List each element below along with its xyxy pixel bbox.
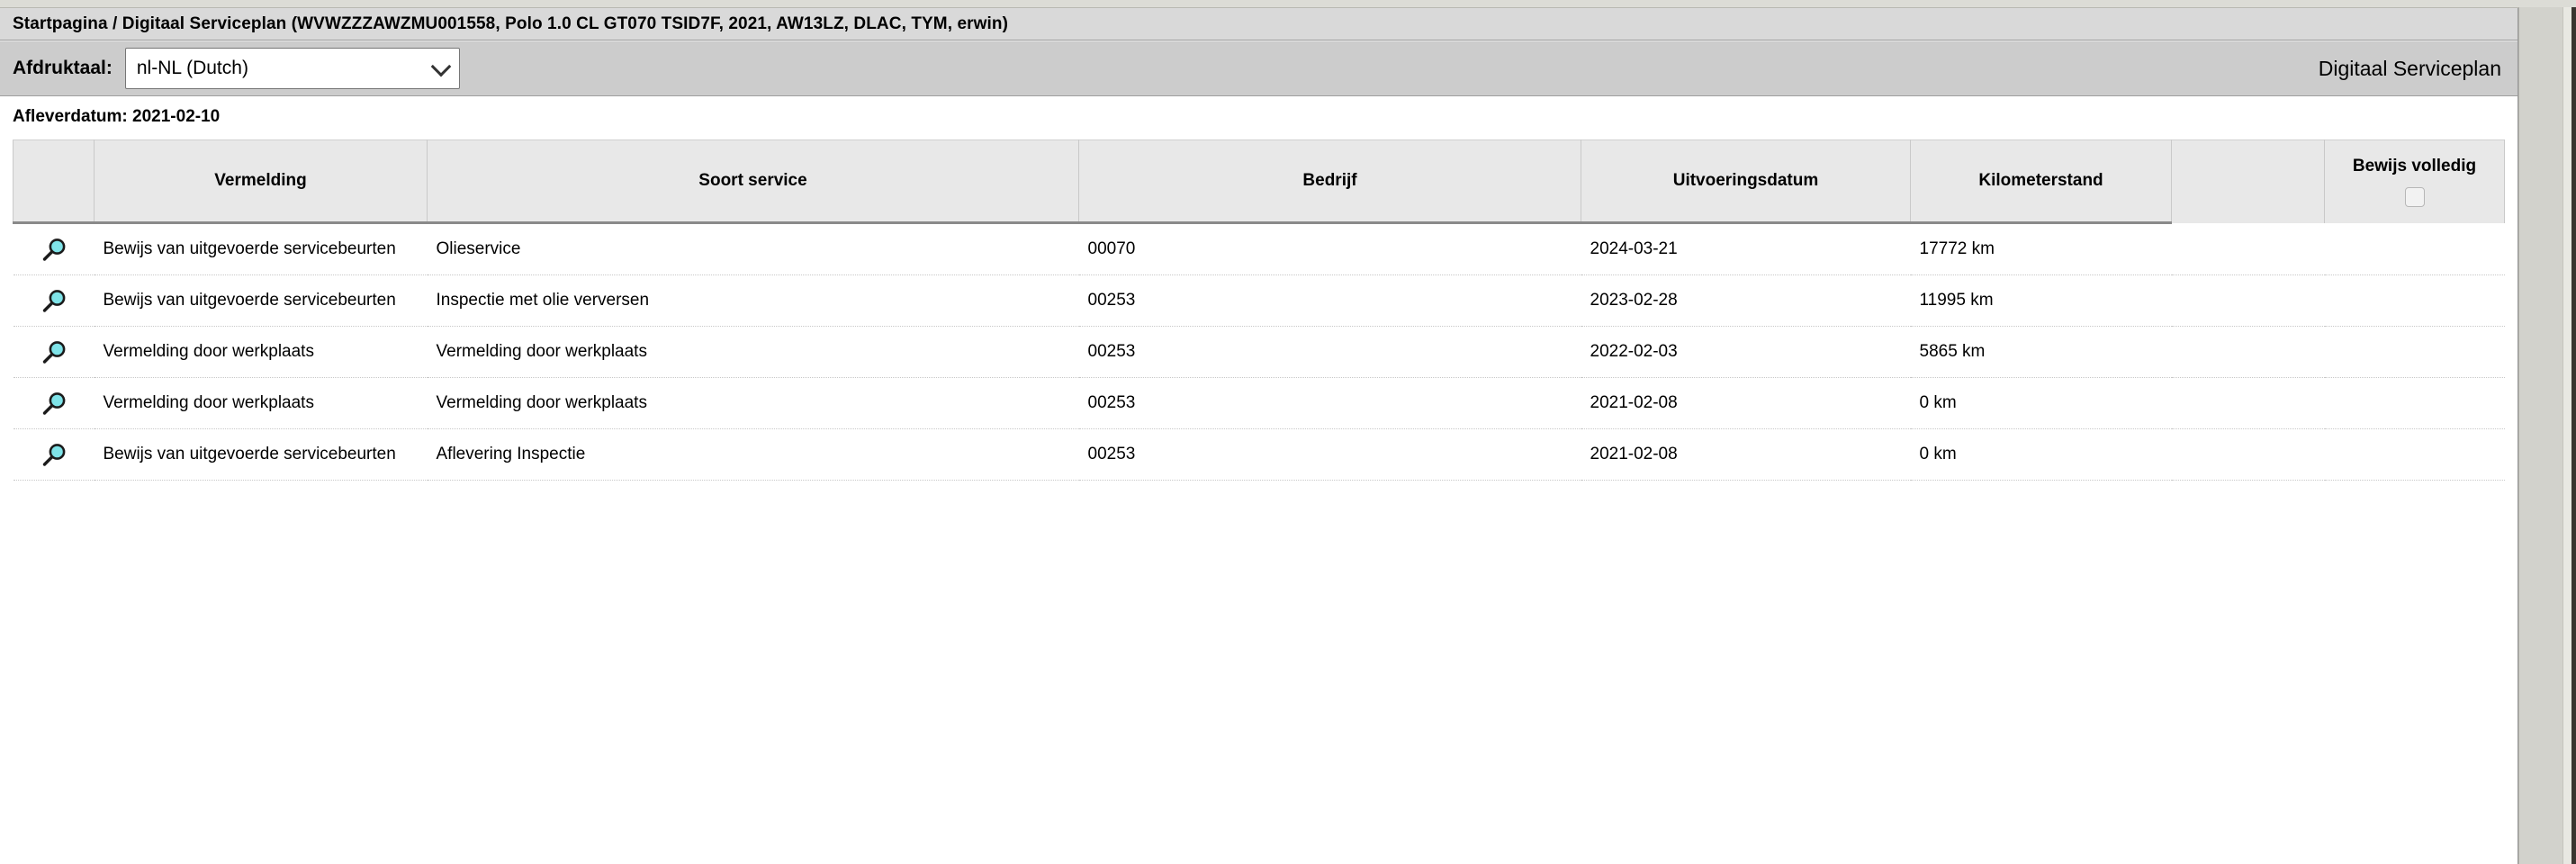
table-row[interactable]: Bewijs van uitgevoerde servicebeurten Oli… [13, 222, 2505, 275]
cell-bewijs-volledig [2324, 274, 2505, 327]
delivery-date-label: Afleverdatum: 2021-02-10 [13, 107, 221, 126]
cell-blank [2171, 428, 2325, 481]
bewijs-volledig-checkbox[interactable] [2404, 186, 2425, 207]
column-header-vermelding[interactable]: Vermelding [94, 140, 428, 224]
cell-bedrijf: 00253 [1078, 377, 1581, 429]
service-table-header: Vermelding Soort service Bedrijf Uitvoer… [13, 140, 2505, 224]
table-row[interactable]: Vermelding door werkplaats Vermelding doo… [13, 326, 2505, 378]
cell-blank [2171, 274, 2325, 327]
cell-kilometerstand: 17772 km [1910, 222, 2172, 275]
cell-vermelding: Bewijs van uitgevoerde servicebeurten [94, 222, 428, 275]
chevron-down-icon [430, 56, 452, 77]
page-title: Startpagina / Digitaal Serviceplan (WVWZ… [13, 14, 1009, 33]
cell-kilometerstand: 11995 km [1910, 274, 2172, 327]
cell-bedrijf: 00253 [1078, 326, 1581, 378]
titlebar: Startpagina / Digitaal Serviceplan (WVWZ… [0, 8, 2517, 40]
cell-soort-service: Inspectie met olie verversen [427, 274, 1079, 327]
print-language-group: Afdruktaal: nl-NL (Dutch) [13, 48, 460, 89]
cell-vermelding: Bewijs van uitgevoerde servicebeurten [94, 274, 428, 327]
cell-bedrijf: 00070 [1078, 222, 1581, 275]
cell-bewijs-volledig [2324, 326, 2505, 378]
cell-bewijs-volledig [2324, 428, 2505, 481]
column-header-icon[interactable] [13, 140, 95, 224]
table-row[interactable]: Vermelding door werkplaats Vermelding doo… [13, 377, 2505, 429]
content-frame: Startpagina / Digitaal Serviceplan (WVWZ… [0, 8, 2518, 864]
column-header-uitvoeringsdatum[interactable]: Uitvoeringsdatum [1581, 140, 1911, 224]
cell-kilometerstand: 0 km [1910, 377, 2172, 429]
cell-blank [2171, 222, 2325, 275]
service-table-container: Vermelding Soort service Bedrijf Uitvoer… [0, 140, 2517, 481]
service-table-body: Bewijs van uitgevoerde servicebeurten Oli… [13, 222, 2505, 481]
table-row[interactable]: Bewijs van uitgevoerde servicebeurten Afl… [13, 428, 2505, 481]
row-detail-button[interactable] [13, 222, 95, 275]
proof-header-inner: Bewijs volledig [2330, 157, 2499, 207]
table-row[interactable]: Bewijs van uitgevoerde servicebeurten Ins… [13, 274, 2505, 327]
cell-soort-service: Vermelding door werkplaats [427, 326, 1079, 378]
cell-uitvoeringsdatum: 2021-02-08 [1581, 428, 1911, 481]
cell-bedrijf: 00253 [1078, 428, 1581, 481]
module-name-label: Digitaal Serviceplan [2318, 56, 2501, 80]
cell-kilometerstand: 5865 km [1910, 326, 2172, 378]
print-language-label: Afdruktaal: [13, 58, 113, 78]
column-header-bewijs-volledig: Bewijs volledig [2324, 140, 2505, 223]
cell-uitvoeringsdatum: 2022-02-03 [1581, 326, 1911, 378]
right-gutter [2518, 7, 2576, 864]
column-header-soort-service[interactable]: Soort service [427, 140, 1079, 224]
table-header-row: Vermelding Soort service Bedrijf Uitvoer… [13, 140, 2505, 224]
cell-uitvoeringsdatum: 2021-02-08 [1581, 377, 1911, 429]
magnifier-icon[interactable] [41, 338, 68, 365]
magnifier-icon[interactable] [41, 441, 68, 468]
window-top-edge [0, 0, 2576, 8]
service-table: Vermelding Soort service Bedrijf Uitvoer… [13, 140, 2505, 481]
cell-uitvoeringsdatum: 2024-03-21 [1581, 222, 1911, 275]
magnifier-icon[interactable] [41, 236, 68, 263]
cell-blank [2171, 377, 2325, 429]
column-header-bedrijf[interactable]: Bedrijf [1078, 140, 1581, 224]
column-header-bewijs-volledig-label: Bewijs volledig [2352, 156, 2477, 176]
cell-soort-service: Olieservice [427, 222, 1079, 275]
row-detail-button[interactable] [13, 428, 95, 481]
magnifier-icon[interactable] [41, 287, 68, 314]
cell-bewijs-volledig [2324, 377, 2505, 429]
cell-blank [2171, 326, 2325, 378]
magnifier-icon[interactable] [41, 390, 68, 417]
cell-vermelding: Vermelding door werkplaats [94, 377, 428, 429]
print-language-selected-value: nl-NL (Dutch) [136, 58, 248, 78]
cell-bewijs-volledig [2324, 222, 2505, 275]
row-detail-button[interactable] [13, 377, 95, 429]
row-detail-button[interactable] [13, 326, 95, 378]
column-header-blank [2171, 140, 2325, 223]
cell-vermelding: Vermelding door werkplaats [94, 326, 428, 378]
toolbar: Afdruktaal: nl-NL (Dutch) Digitaal Servi… [0, 40, 2517, 96]
cell-soort-service: Vermelding door werkplaats [427, 377, 1079, 429]
row-detail-button[interactable] [13, 274, 95, 327]
print-language-select[interactable]: nl-NL (Dutch) [124, 48, 460, 89]
cell-uitvoeringsdatum: 2023-02-28 [1581, 274, 1911, 327]
empty-area [0, 481, 2517, 864]
cell-soort-service: Aflevering Inspectie [427, 428, 1079, 481]
cell-vermelding: Bewijs van uitgevoerde servicebeurten [94, 428, 428, 481]
window-right-edge [2571, 7, 2576, 864]
main-content: Afleverdatum: 2021-02-10 [0, 96, 2517, 864]
cell-kilometerstand: 0 km [1910, 428, 2172, 481]
column-header-kilometerstand[interactable]: Kilometerstand [1910, 140, 2172, 224]
cell-bedrijf: 00253 [1078, 274, 1581, 327]
